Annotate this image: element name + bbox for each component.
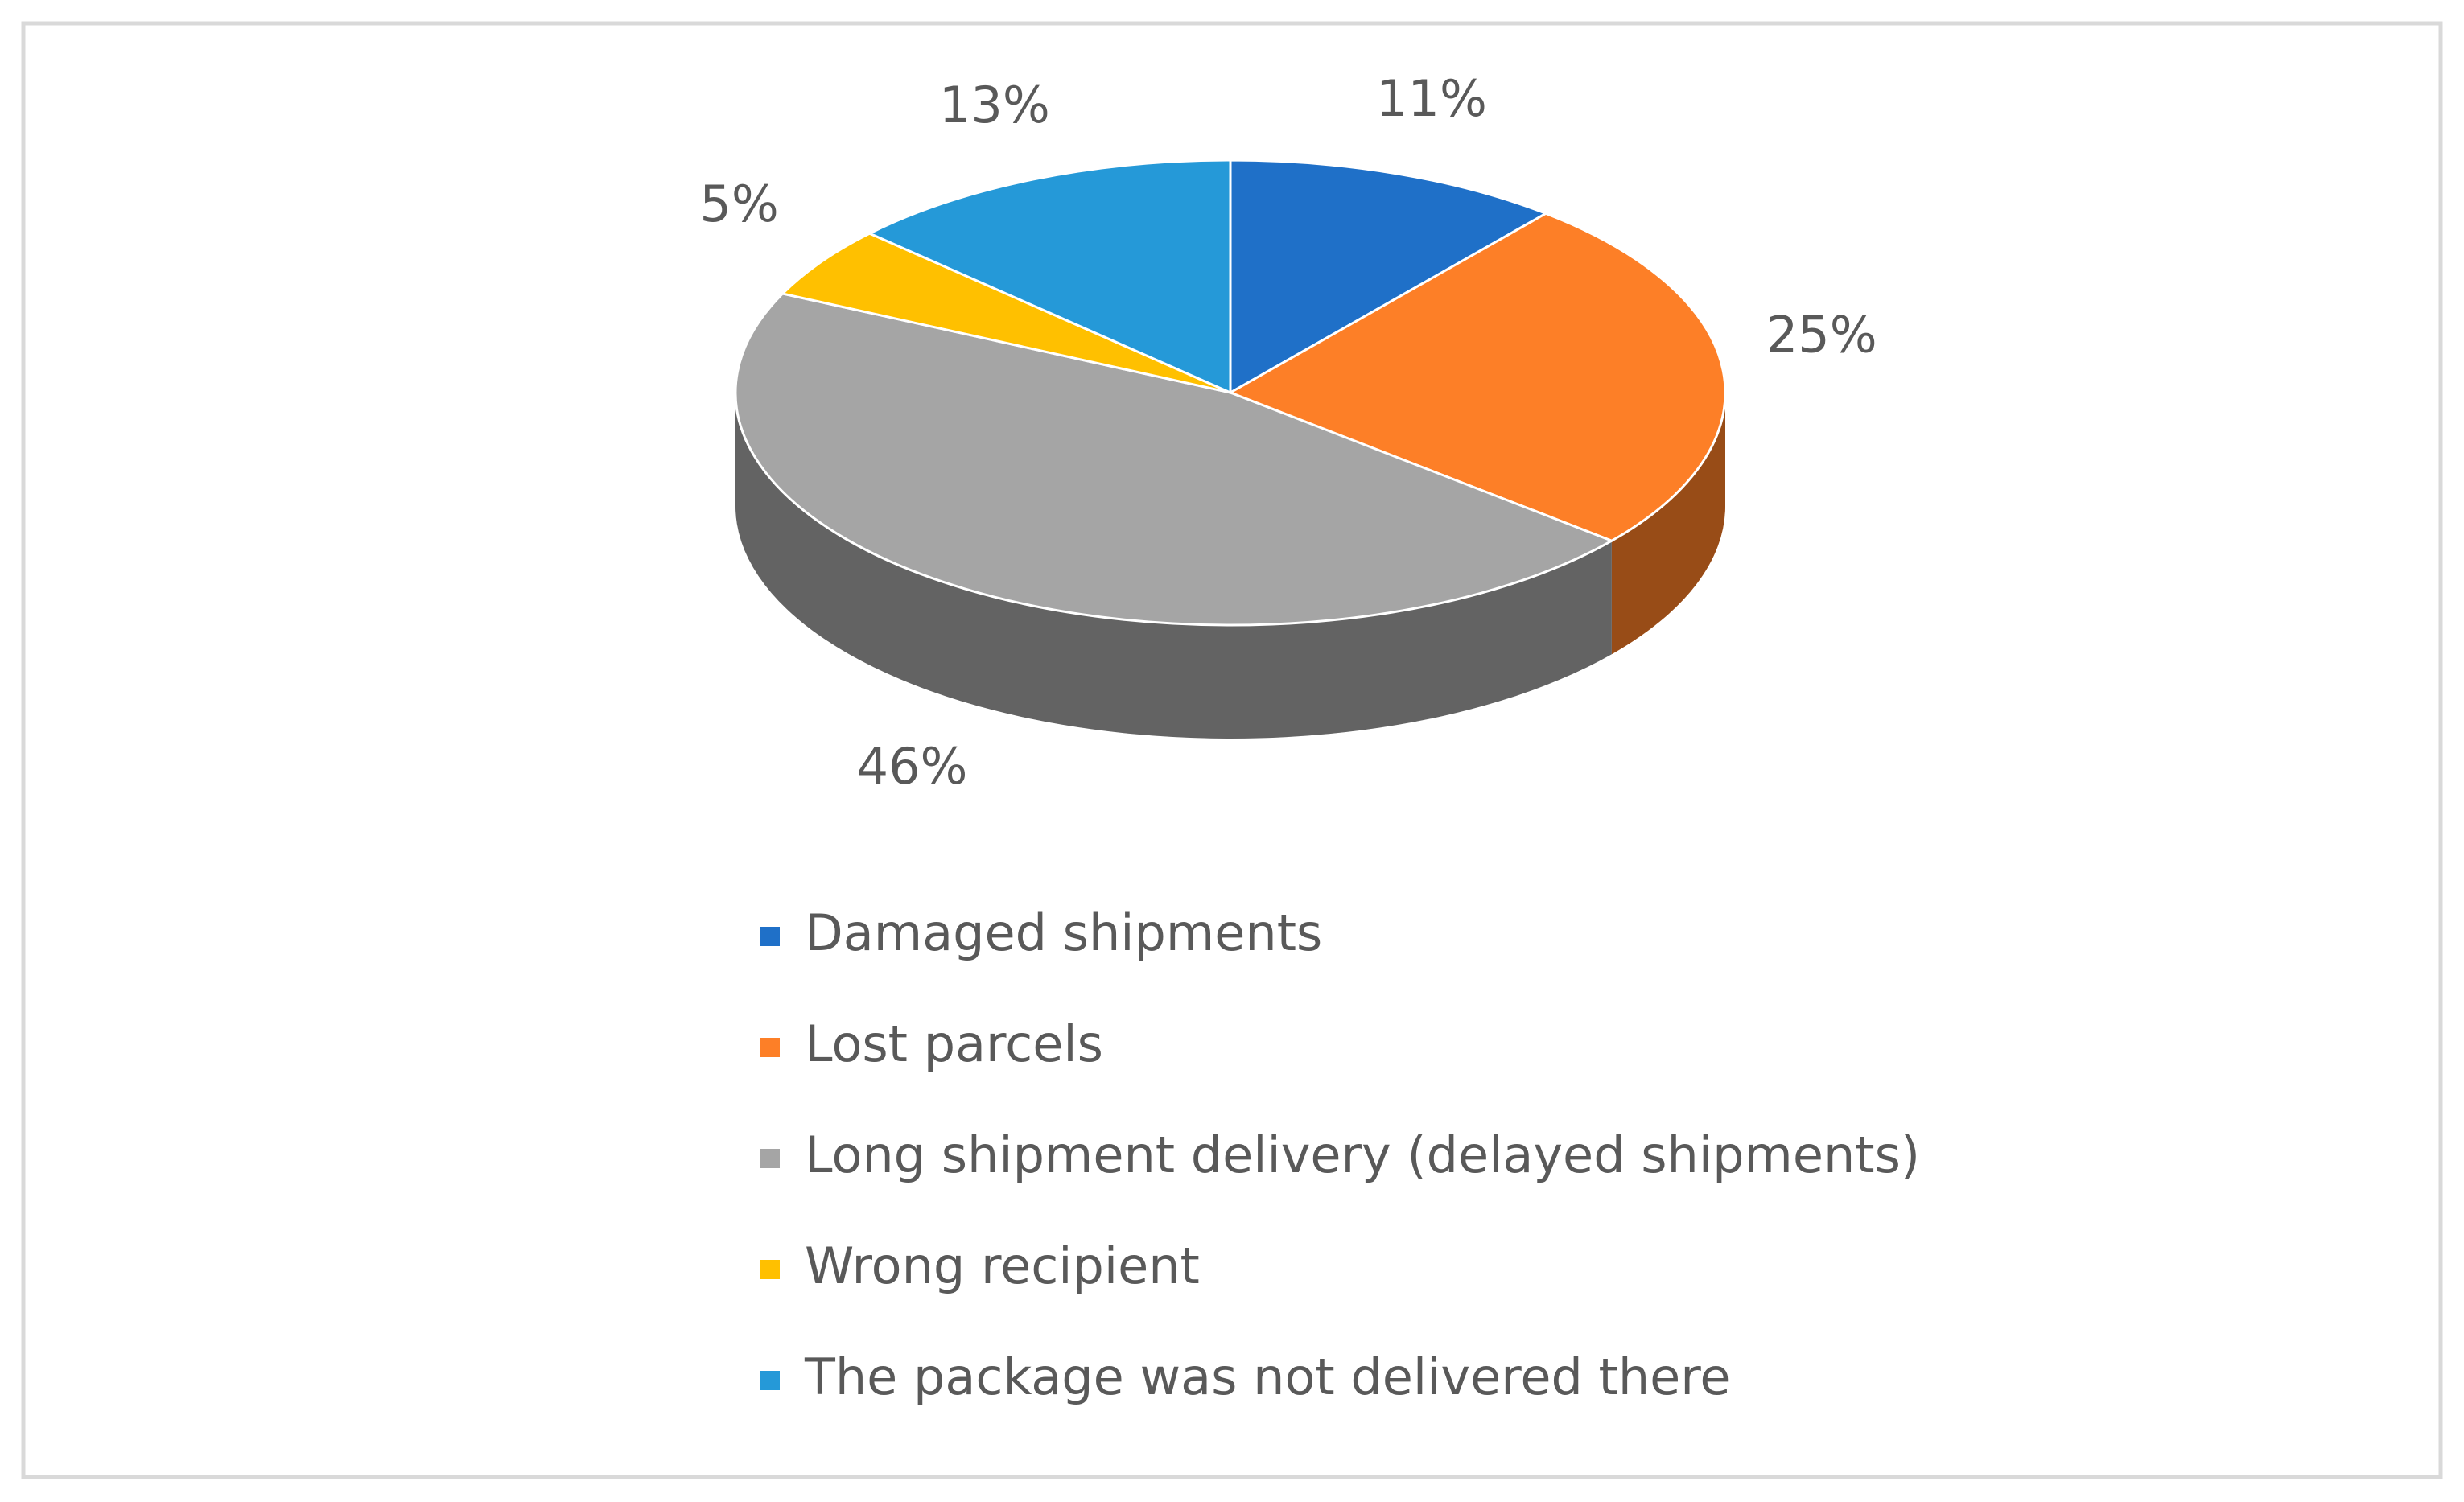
legend-marker [760,927,780,946]
legend-marker [760,1371,780,1390]
slice [867,158,1232,395]
slice-side [1611,393,1725,655]
slice-side-shade [1611,393,1725,655]
slice [780,232,1231,394]
slice [734,292,1615,627]
slice-side [735,393,1612,739]
legend-label: Wrong recipient [805,1237,1200,1295]
legend-label: Lost parcels [805,1014,1103,1073]
data-label: 25% [1766,305,1877,364]
legend-marker [760,1149,780,1168]
slice [1229,158,1549,395]
legend-label: The package was not delivered there [804,1348,1731,1406]
legend-label: Damaged shipments [805,903,1322,962]
legend-label: Long shipment delivery (delayed shipment… [805,1125,1920,1184]
legend-marker [760,1260,780,1279]
data-label: 13% [939,76,1050,134]
data-label: 11% [1376,69,1487,128]
data-label: 5% [699,175,778,233]
slice [1227,212,1727,542]
legend-marker [760,1038,780,1057]
data-label: 46% [857,737,968,796]
slice-side-shade [735,393,1612,739]
